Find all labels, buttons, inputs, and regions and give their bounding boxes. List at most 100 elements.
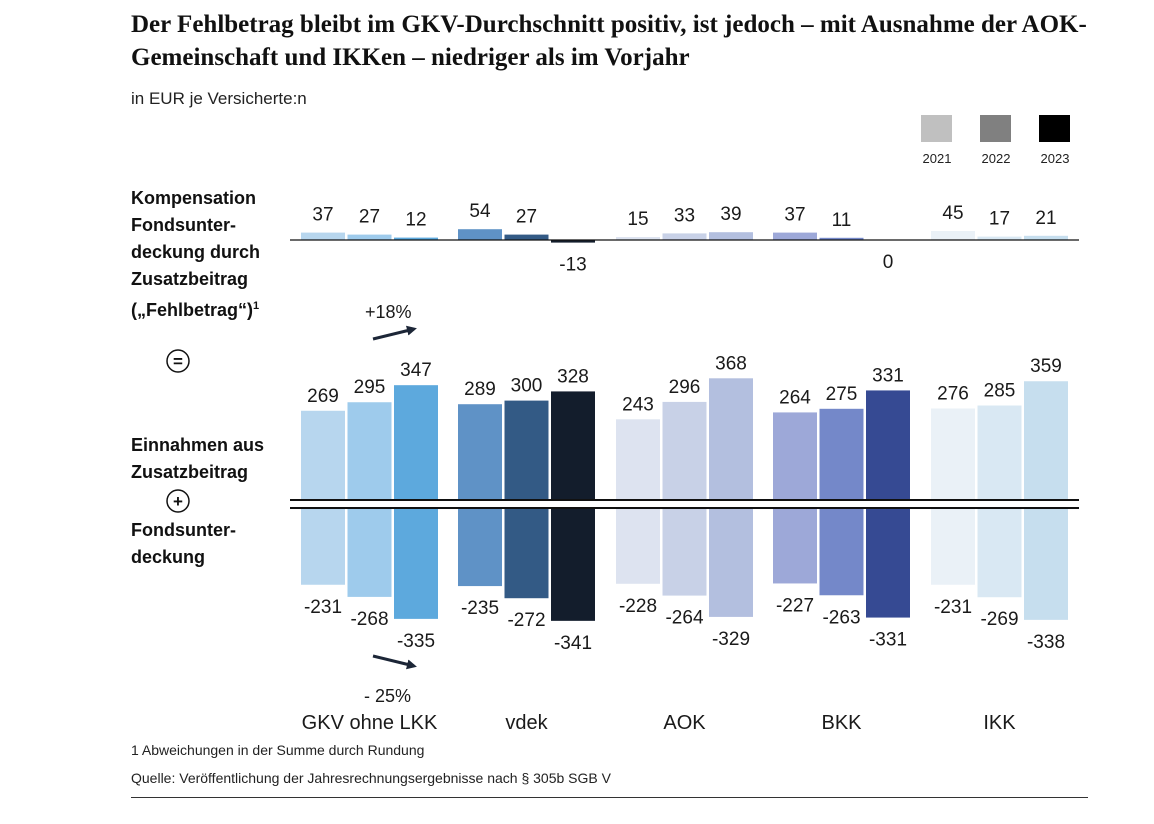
einnahmen-label-AOK-2021: 243 — [622, 394, 654, 415]
plus-symbol: + — [173, 492, 183, 511]
bottom-rule — [131, 797, 1088, 798]
einnahmen-bar-vdek-2021 — [458, 404, 502, 499]
fehlbetrag-bar-vdek-2023 — [551, 240, 595, 243]
fehlbetrag-bar-BKK-2021 — [773, 232, 817, 240]
fehlbetrag-label-vdek-2022: 27 — [516, 207, 537, 228]
fondsunterdeckung-bar-IKK-2021 — [931, 509, 975, 585]
fondsunterdeckung-label-IKK-2021: -231 — [934, 597, 972, 618]
einnahmen-label-GKV ohne LKK-2021: 269 — [307, 386, 339, 407]
fehlbetrag-bar-AOK-2022 — [662, 233, 707, 240]
category-label-IKK: IKK — [983, 712, 1016, 734]
fehlbetrag-label-AOK-2022: 33 — [674, 205, 695, 226]
fondsunterdeckung-label-GKV ohne LKK-2021: -231 — [304, 597, 342, 618]
fehlbetrag-bar-IKK-2022 — [977, 236, 1022, 240]
row-label-fehlbetrag-text: Kompensation Fondsunter-deckung durch Zu… — [131, 188, 261, 320]
fehlbetrag-bar-vdek-2021 — [458, 229, 502, 240]
fehlbetrag-label-BKK-2022: 11 — [832, 210, 852, 231]
footnote-rounding: 1 Abweichungen in der Summe durch Rundun… — [131, 742, 425, 758]
legend-label-2021: 2021 — [923, 151, 952, 166]
fondsunterdeckung-label-AOK-2022: -264 — [665, 608, 703, 629]
chart-subtitle: in EUR je Versicherte:n — [131, 89, 307, 108]
fehlbetrag-label-GKV ohne LKK-2022: 27 — [359, 207, 380, 228]
einnahmen-bar-GKV ohne LKK-2023 — [394, 385, 438, 499]
einnahmen-bar-GKV ohne LKK-2022 — [347, 402, 392, 499]
category-label-GKV ohne LKK: GKV ohne LKK — [302, 712, 438, 734]
plus-circle-icon — [166, 489, 190, 513]
einnahmen-bar-vdek-2023 — [551, 391, 595, 499]
einnahmen-label-BKK-2022: 275 — [826, 384, 858, 405]
fondsunterdeckung-bar-IKK-2022 — [977, 509, 1022, 598]
arrow-down-icon — [372, 654, 417, 670]
row-label-fondsunterdeckung: Fondsunter-deckung — [131, 520, 236, 567]
fehlbetrag-label-BKK-2023: 0 — [883, 252, 894, 273]
fehlbetrag-label-IKK-2023: 21 — [1035, 208, 1056, 229]
category-labels: GKV ohne LKK vdek AOK BKK IKK — [302, 712, 1017, 734]
fondsunterdeckung-label-BKK-2021: -227 — [776, 595, 814, 616]
chart-title: Der Fehlbetrag bleibt im GKV-Durchschnit… — [131, 11, 1087, 71]
fehlbetrag-label-vdek-2021: 54 — [469, 201, 491, 222]
einnahmen-bar-BKK-2023 — [866, 390, 910, 499]
fondsunterdeckung-label-vdek-2023: -341 — [554, 633, 592, 654]
einnahmen-bar-AOK-2021 — [616, 419, 660, 499]
einnahmen-label-IKK-2023: 359 — [1030, 356, 1062, 377]
fondsunterdeckung-bar-IKK-2023 — [1024, 509, 1068, 620]
fondsunterdeckung-bar-BKK-2022 — [819, 509, 864, 596]
category-label-vdek: vdek — [505, 712, 548, 734]
fondsunterdeckung-bar-vdek-2021 — [458, 509, 502, 587]
fondsunterdeckung-bar-BKK-2023 — [866, 509, 910, 618]
fondsunterdeckung-bar-vdek-2023 — [551, 509, 595, 621]
fondsunterdeckung-label-AOK-2023: -329 — [712, 629, 750, 650]
category-label-AOK: AOK — [663, 712, 706, 734]
einnahmen-bar-AOK-2022 — [662, 401, 707, 499]
legend-label-2023: 2023 — [1041, 151, 1070, 166]
einnahmen-label-AOK-2023: 368 — [715, 353, 747, 374]
legend: 2021 2022 2023 — [921, 115, 1070, 166]
equals-symbol: = — [173, 352, 183, 371]
einnahmen-label-vdek-2023: 328 — [557, 366, 589, 387]
fehlbetrag-label-GKV ohne LKK-2021: 37 — [312, 205, 333, 226]
fondsunterdeckung-label-BKK-2023: -331 — [869, 630, 907, 651]
fehlbetrag-bar-GKV ohne LKK-2021 — [301, 232, 345, 240]
fehlbetrag-bar-IKK-2023 — [1024, 235, 1068, 240]
fondsunterdeckung-label-IKK-2023: -338 — [1027, 632, 1065, 653]
fondsunterdeckung-label-GKV ohne LKK-2022: -268 — [350, 609, 388, 630]
fehlbetrag-bar-GKV ohne LKK-2023 — [394, 237, 438, 240]
einnahmen-bar-BKK-2022 — [819, 408, 864, 499]
einnahmen-bar-IKK-2023 — [1024, 381, 1068, 499]
legend-swatch-2023 — [1039, 115, 1070, 142]
fondsunterdeckung-label-AOK-2021: -228 — [619, 596, 657, 617]
einnahmen-bar-IKK-2021 — [931, 408, 975, 499]
change-annotation-top: +18% — [365, 302, 412, 322]
fondsunterdeckung-bar-GKV ohne LKK-2022 — [347, 509, 392, 597]
fondsunterdeckung-label-vdek-2021: -235 — [461, 598, 499, 619]
einnahmen-label-GKV ohne LKK-2022: 295 — [354, 377, 386, 398]
row-label-einnahmen: Einnahmen aus Zusatzbeitrag — [131, 435, 265, 482]
fehlbetrag-label-vdek-2023: -13 — [559, 255, 586, 276]
footnote-source: Quelle: Veröffentlichung der Jahresrechn… — [131, 770, 611, 786]
fondsunterdeckung-bar-GKV ohne LKK-2023 — [394, 509, 438, 619]
fondsunterdeckung-bar-AOK-2023 — [709, 509, 753, 617]
fondsunterdeckung-bar-AOK-2021 — [616, 509, 660, 584]
fondsunterdeckung-label-BKK-2022: -263 — [822, 607, 860, 628]
einnahmen-bar-AOK-2023 — [709, 378, 753, 499]
einnahmen-label-vdek-2021: 289 — [464, 379, 496, 400]
fondsunterdeckung-bar-AOK-2022 — [662, 509, 707, 596]
einnahmen-bar-BKK-2021 — [773, 412, 817, 499]
einnahmen-label-BKK-2023: 331 — [872, 365, 904, 386]
bars — [301, 229, 1068, 621]
value-labels: 37 269 -231 27 295 -268 12 347 -335 54 289 -235 27 30… — [304, 201, 1065, 654]
einnahmen-bar-vdek-2022 — [504, 400, 549, 499]
fehlbetrag-label-BKK-2021: 37 — [784, 205, 805, 226]
row-label-fehlbetrag: Kompensation Fondsunter-deckung durch Zu… — [131, 185, 291, 324]
legend-label-2022: 2022 — [982, 151, 1011, 166]
fehlbetrag-label-AOK-2021: 15 — [627, 209, 648, 230]
fehlbetrag-label-AOK-2023: 39 — [720, 204, 741, 225]
legend-swatch-2021 — [921, 115, 952, 142]
fondsunterdeckung-bar-BKK-2021 — [773, 509, 817, 584]
arrow-up-icon — [372, 325, 417, 341]
fondsunterdeckung-bar-GKV ohne LKK-2021 — [301, 509, 345, 585]
fondsunterdeckung-bar-vdek-2022 — [504, 509, 549, 599]
fehlbetrag-bar-vdek-2022 — [504, 234, 549, 240]
fehlbetrag-bar-AOK-2023 — [709, 232, 753, 240]
